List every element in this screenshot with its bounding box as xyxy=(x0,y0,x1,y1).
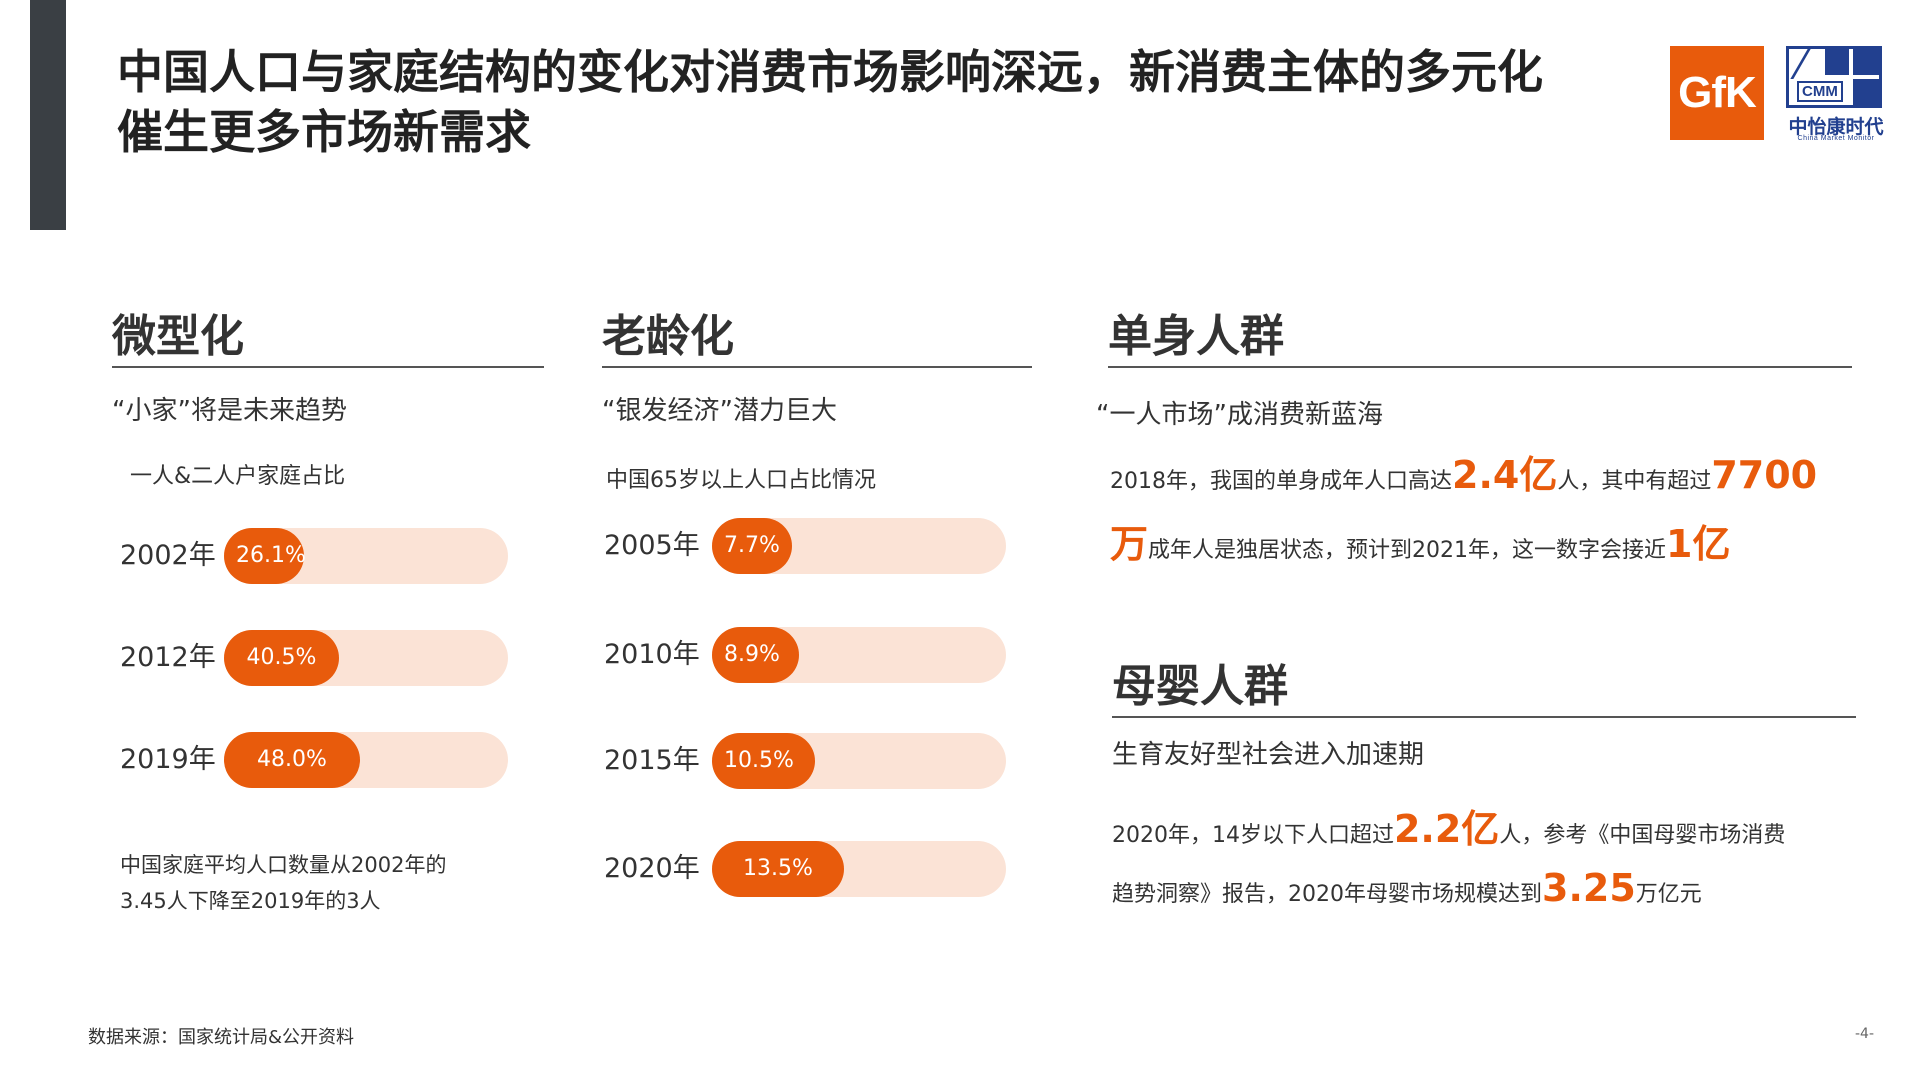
data-source: 数据来源：国家统计局&公开资料 xyxy=(88,1027,355,1048)
bar-fill xyxy=(224,630,339,686)
text-span: 2020年，14岁以下人口超过 xyxy=(1112,823,1394,848)
bar-fill xyxy=(712,627,799,683)
bar-value-label: 13.5% xyxy=(743,856,813,881)
chart-title: 中国65岁以上人口占比情况 xyxy=(606,468,876,493)
highlight-number: 2.2亿 xyxy=(1393,807,1500,851)
bar-fill xyxy=(712,518,792,574)
bar-value-label: 40.5% xyxy=(246,645,317,670)
bar-category-label: 2005年 xyxy=(604,530,700,561)
bar-track: 40.5% xyxy=(224,630,508,686)
page-number: -4- xyxy=(1854,1026,1874,1042)
bar-row: 2012年 40.5% xyxy=(120,630,508,686)
bar-value-label: 10.5% xyxy=(724,748,794,773)
section-title-single: 单身人群 xyxy=(1108,311,1284,362)
section-divider xyxy=(1108,366,1852,368)
bar-row: 2020年 13.5% xyxy=(604,841,1006,897)
bar-fill xyxy=(224,528,304,584)
bar-track: 8.9% xyxy=(712,627,1006,683)
section-subtitle: 生育友好型社会进入加速期 xyxy=(1112,740,1425,770)
cmm-logo-name: 中怡康时代 xyxy=(1788,116,1884,138)
highlight-number: 万 xyxy=(1110,522,1149,566)
cmm-logo-text: CMM xyxy=(1797,81,1843,102)
bar-track: 7.7% xyxy=(712,518,1006,574)
highlight-number: 3.25 xyxy=(1542,866,1636,910)
page-title: 中国人口与家庭结构的变化对消费市场影响深远，新消费主体的多元化 催生更多市场新需… xyxy=(117,42,1543,162)
section-title-miniaturization: 微型化 xyxy=(112,311,244,362)
section-subtitle: “一人市场”成消费新蓝海 xyxy=(1096,400,1383,430)
bar-category-label: 2015年 xyxy=(604,745,700,776)
bar-fill xyxy=(712,733,815,789)
accent-side-bar xyxy=(30,0,66,230)
bar-category-label: 2019年 xyxy=(120,744,216,775)
section-title-maternal: 母婴人群 xyxy=(1112,661,1288,712)
chart-title: 一人&二人户家庭占比 xyxy=(130,464,346,489)
section-divider xyxy=(112,366,544,368)
section-title-aging: 老龄化 xyxy=(602,311,734,362)
section-divider xyxy=(602,366,1032,368)
cmm-logo-english: China Market Monitor xyxy=(1797,135,1875,142)
single-stats: 2018年，我国的单身成年人口高达2.4亿人，其中有超过7700 万成年人是独居… xyxy=(1110,444,1817,582)
bar-row: 2005年 7.7% xyxy=(604,518,1006,574)
highlight-number: 7700 xyxy=(1711,453,1818,497)
bar-track: 48.0% xyxy=(224,732,508,788)
bar-row: 2010年 8.9% xyxy=(604,627,1006,683)
bar-fill xyxy=(224,732,360,788)
bar-track: 26.1% xyxy=(224,528,508,584)
bar-category-label: 2012年 xyxy=(120,642,216,673)
bar-value-label: 26.1% xyxy=(236,543,306,568)
cmm-logo-mark: CMM xyxy=(1786,46,1882,108)
bar-row: 2019年 48.0% xyxy=(120,732,508,788)
maternal-stats: 2020年，14岁以下人口超过2.2亿人，参考《中国母婴市场消费 趋势洞察》报告… xyxy=(1112,803,1785,921)
bar-fill xyxy=(712,841,844,897)
bar-value-label: 48.0% xyxy=(257,747,327,772)
gfk-logo: GfK xyxy=(1670,46,1764,140)
household-note-line-2: 3.45人下降至2019年的3人 xyxy=(120,889,381,913)
bar-category-label: 2002年 xyxy=(120,540,216,571)
bar-value-label: 8.9% xyxy=(724,642,780,667)
bar-track: 13.5% xyxy=(712,841,1006,897)
text-span: 成年人是独居状态，预计到2021年，这一数字会接近 xyxy=(1148,538,1667,563)
section-subtitle: “小家”将是未来趋势 xyxy=(112,396,347,426)
text-span: 2018年，我国的单身成年人口高达 xyxy=(1110,469,1452,494)
bar-row: 2002年 26.1% xyxy=(120,528,508,584)
bar-category-label: 2020年 xyxy=(604,853,700,884)
highlight-number: 2.4亿 xyxy=(1452,453,1558,497)
household-note-line-1: 中国家庭平均人口数量从2002年的 xyxy=(120,853,447,877)
highlight-number: 1亿 xyxy=(1666,522,1731,566)
text-span: 万亿元 xyxy=(1635,882,1702,907)
text-span: 人，参考《中国母婴市场消费 xyxy=(1499,823,1786,848)
text-span: 人，其中有超过 xyxy=(1557,469,1712,494)
bar-value-label: 7.7% xyxy=(724,533,780,558)
bar-category-label: 2010年 xyxy=(604,639,700,670)
section-divider xyxy=(1112,716,1856,718)
bar-row: 2015年 10.5% xyxy=(604,733,1006,789)
text-span: 趋势洞察》报告，2020年母婴市场规模达到 xyxy=(1112,882,1542,907)
bar-track: 10.5% xyxy=(712,733,1006,789)
section-subtitle: “银发经济”潜力巨大 xyxy=(602,396,837,426)
household-note: 中国家庭平均人口数量从2002年的 3.45人下降至2019年的3人 xyxy=(120,847,446,919)
title-line-1: 中国人口与家庭结构的变化对消费市场影响深远，新消费主体的多元化 xyxy=(117,45,1543,99)
cmm-logo: CMM 中怡康时代 China Market Monitor xyxy=(1786,46,1886,146)
title-line-2: 催生更多市场新需求 xyxy=(117,105,531,159)
